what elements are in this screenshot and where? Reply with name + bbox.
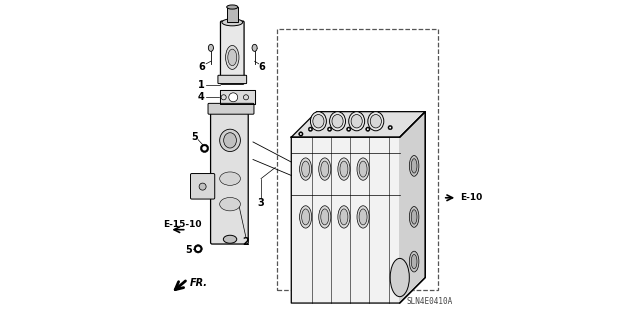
Ellipse shape xyxy=(223,235,237,243)
Text: 5: 5 xyxy=(191,132,198,142)
Circle shape xyxy=(346,127,351,131)
Polygon shape xyxy=(220,90,255,104)
Ellipse shape xyxy=(300,158,312,180)
Ellipse shape xyxy=(301,161,310,177)
FancyBboxPatch shape xyxy=(211,111,248,244)
Ellipse shape xyxy=(412,255,417,269)
Ellipse shape xyxy=(319,158,331,180)
Ellipse shape xyxy=(338,158,350,180)
Ellipse shape xyxy=(371,115,381,128)
Bar xyxy=(227,7,238,22)
Ellipse shape xyxy=(330,112,346,131)
Ellipse shape xyxy=(321,161,329,177)
Ellipse shape xyxy=(338,206,350,228)
Ellipse shape xyxy=(199,183,206,190)
Text: 6: 6 xyxy=(259,62,266,72)
Ellipse shape xyxy=(321,209,329,225)
Text: E-15-10: E-15-10 xyxy=(163,220,202,229)
Text: 1: 1 xyxy=(198,79,205,90)
FancyBboxPatch shape xyxy=(220,21,244,84)
Polygon shape xyxy=(291,112,425,137)
Circle shape xyxy=(367,128,369,130)
Ellipse shape xyxy=(220,129,241,152)
Circle shape xyxy=(194,245,202,253)
Ellipse shape xyxy=(223,133,236,148)
Text: 2: 2 xyxy=(243,237,250,248)
Circle shape xyxy=(365,127,370,131)
Text: 6: 6 xyxy=(198,62,205,72)
Text: 3: 3 xyxy=(258,197,264,208)
Circle shape xyxy=(348,128,349,130)
Ellipse shape xyxy=(390,258,410,297)
Circle shape xyxy=(327,127,332,131)
Ellipse shape xyxy=(227,5,238,9)
Text: E-10: E-10 xyxy=(460,193,483,202)
Bar xyxy=(277,29,438,290)
Circle shape xyxy=(308,127,313,131)
Ellipse shape xyxy=(252,44,257,51)
Ellipse shape xyxy=(313,115,324,128)
Circle shape xyxy=(388,125,392,130)
Polygon shape xyxy=(291,112,425,303)
Circle shape xyxy=(299,132,303,136)
Text: FR.: FR. xyxy=(190,278,208,288)
Circle shape xyxy=(389,127,391,129)
Ellipse shape xyxy=(410,251,419,272)
Ellipse shape xyxy=(412,159,417,173)
Ellipse shape xyxy=(319,206,331,228)
FancyBboxPatch shape xyxy=(218,75,246,84)
Polygon shape xyxy=(400,112,425,303)
FancyBboxPatch shape xyxy=(191,174,215,199)
Text: SLN4E0410A: SLN4E0410A xyxy=(407,297,453,306)
Ellipse shape xyxy=(410,155,419,176)
FancyBboxPatch shape xyxy=(208,103,254,114)
Ellipse shape xyxy=(209,44,214,51)
Ellipse shape xyxy=(310,112,326,131)
Circle shape xyxy=(300,133,302,135)
Ellipse shape xyxy=(359,209,367,225)
Ellipse shape xyxy=(332,115,343,128)
Circle shape xyxy=(310,128,312,130)
Ellipse shape xyxy=(412,210,417,224)
Ellipse shape xyxy=(220,197,241,211)
Ellipse shape xyxy=(222,19,243,26)
Circle shape xyxy=(200,144,209,152)
Ellipse shape xyxy=(340,209,348,225)
Ellipse shape xyxy=(228,49,237,66)
Circle shape xyxy=(328,128,330,130)
Ellipse shape xyxy=(368,112,384,131)
Ellipse shape xyxy=(225,46,239,70)
Ellipse shape xyxy=(357,206,369,228)
Ellipse shape xyxy=(349,112,365,131)
Ellipse shape xyxy=(340,161,348,177)
Ellipse shape xyxy=(228,93,237,102)
Ellipse shape xyxy=(357,158,369,180)
Text: 5: 5 xyxy=(185,245,192,256)
Ellipse shape xyxy=(301,209,310,225)
Ellipse shape xyxy=(410,207,419,227)
Ellipse shape xyxy=(359,161,367,177)
Ellipse shape xyxy=(220,172,241,185)
Circle shape xyxy=(202,146,207,151)
Text: 4: 4 xyxy=(198,92,205,102)
Ellipse shape xyxy=(351,115,362,128)
Ellipse shape xyxy=(300,206,312,228)
Circle shape xyxy=(196,247,200,251)
